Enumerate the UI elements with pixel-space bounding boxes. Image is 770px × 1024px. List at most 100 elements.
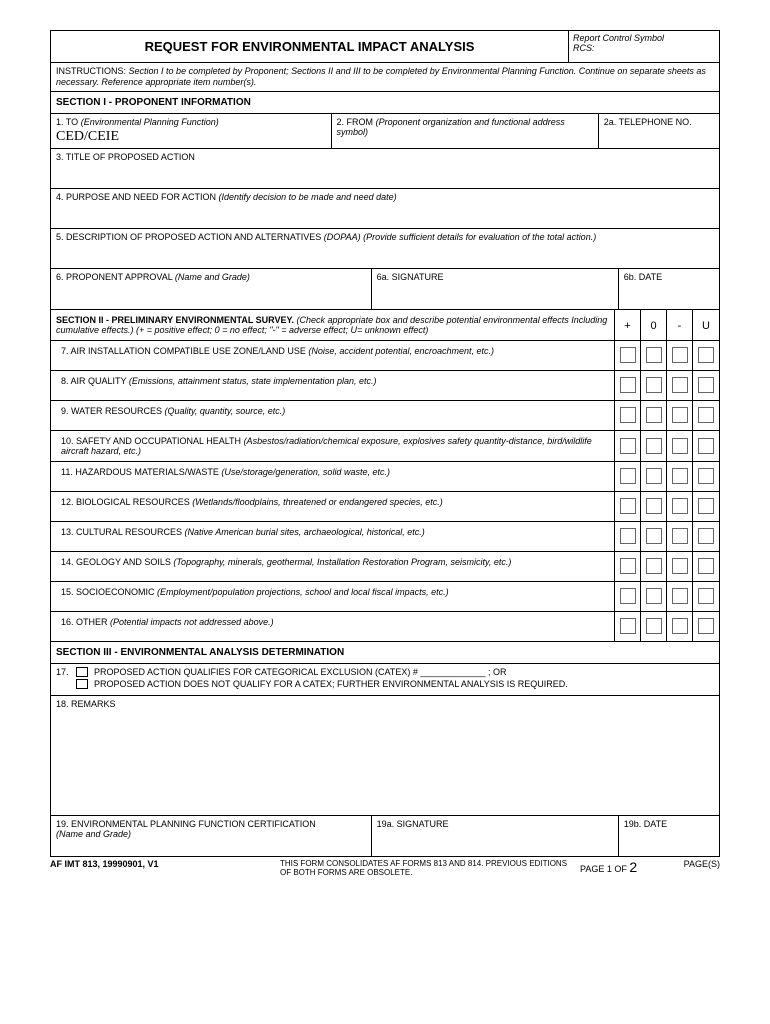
checkbox-cell — [667, 612, 693, 641]
checkbox[interactable] — [672, 468, 688, 484]
survey-ital: (Employment/population projections, scho… — [157, 587, 449, 597]
consolidation-note: THIS FORM CONSOLIDATES AF FORMS 813 AND … — [280, 859, 580, 877]
checkbox[interactable] — [672, 377, 688, 393]
col-plus: + — [615, 310, 641, 340]
field-signature-6a[interactable]: 6a. SIGNATURE — [372, 269, 619, 309]
checkbox[interactable] — [620, 407, 636, 423]
checkbox[interactable] — [646, 468, 662, 484]
field-to[interactable]: 1. TO (Environmental Planning Function) … — [51, 114, 332, 148]
checkbox[interactable] — [646, 498, 662, 514]
checkbox[interactable] — [620, 498, 636, 514]
checkbox[interactable] — [698, 618, 714, 634]
survey-text: 14. GEOLOGY AND SOILS (Topography, miner… — [51, 552, 615, 581]
checkbox-cell — [693, 492, 719, 521]
survey-ital: (Potential impacts not addressed above.) — [110, 617, 274, 627]
desc-ital: (DOPAA) (Provide sufficient details for … — [324, 232, 596, 242]
field-from[interactable]: 2. FROM (Proponent organization and func… — [332, 114, 599, 148]
field-telephone[interactable]: 2a. TELEPHONE NO. — [599, 114, 719, 148]
page-indicator: PAGE 1 OF 2 — [580, 859, 670, 875]
to-value: CED/CEIE — [56, 129, 326, 145]
checkbox[interactable] — [698, 438, 714, 454]
checkbox[interactable] — [672, 528, 688, 544]
checkbox[interactable] — [646, 528, 662, 544]
field-date-19b[interactable]: 19b. DATE — [619, 816, 719, 856]
checkbox[interactable] — [698, 468, 714, 484]
checkbox[interactable] — [646, 558, 662, 574]
checkbox[interactable] — [620, 377, 636, 393]
date19-label: 19b. DATE — [624, 819, 667, 829]
checkbox[interactable] — [698, 407, 714, 423]
survey-row: 16. OTHER (Potential impacts not address… — [51, 612, 719, 642]
checkbox[interactable] — [672, 407, 688, 423]
checkbox-cell — [615, 612, 641, 641]
approval-ital: (Name and Grade) — [175, 272, 250, 282]
checkbox-cell — [641, 341, 667, 370]
survey-num: 7. — [61, 346, 71, 356]
checkbox-catex-yes[interactable] — [76, 667, 88, 677]
field-approval[interactable]: 6. PROPONENT APPROVAL (Name and Grade) — [51, 269, 372, 309]
survey-ital: (Wetlands/floodplains, threatened or end… — [192, 497, 443, 507]
checkbox[interactable] — [620, 588, 636, 604]
checkbox[interactable] — [698, 498, 714, 514]
purpose-label: 4. PURPOSE AND NEED FOR ACTION — [56, 192, 216, 202]
rcs-prefix: RCS: — [573, 43, 715, 53]
form-id: AF IMT 813, 19990901, V1 — [50, 859, 280, 869]
survey-ital: (Native American burial sites, archaeolo… — [185, 527, 425, 537]
survey-text: 11. HAZARDOUS MATERIALS/WASTE (Use/stora… — [51, 462, 615, 491]
field-date-6b[interactable]: 6b. DATE — [619, 269, 719, 309]
checkbox[interactable] — [646, 347, 662, 363]
checkbox[interactable] — [672, 588, 688, 604]
checkbox[interactable] — [698, 528, 714, 544]
checkbox[interactable] — [620, 528, 636, 544]
checkbox[interactable] — [620, 347, 636, 363]
survey-num: 13. — [61, 527, 76, 537]
checkbox[interactable] — [620, 438, 636, 454]
col-u: U — [693, 310, 719, 340]
field-signature-19a[interactable]: 19a. SIGNATURE — [372, 816, 619, 856]
checkbox[interactable] — [620, 468, 636, 484]
checkbox[interactable] — [620, 618, 636, 634]
title-label: 3. TITLE OF PROPOSED ACTION — [56, 152, 195, 162]
checkbox-cell — [641, 371, 667, 400]
survey-row: 14. GEOLOGY AND SOILS (Topography, miner… — [51, 552, 719, 582]
checkbox-cell — [641, 582, 667, 611]
survey-num: 12. — [61, 497, 76, 507]
survey-label: GEOLOGY AND SOILS — [76, 557, 173, 567]
field-cert[interactable]: 19. ENVIRONMENTAL PLANNING FUNCTION CERT… — [51, 816, 372, 856]
survey-num: 10. — [61, 436, 76, 446]
checkbox[interactable] — [698, 588, 714, 604]
checkbox[interactable] — [646, 588, 662, 604]
field-remarks[interactable]: 18. REMARKS — [51, 696, 719, 816]
checkbox[interactable] — [672, 558, 688, 574]
checkbox[interactable] — [672, 347, 688, 363]
checkbox[interactable] — [698, 347, 714, 363]
checkbox[interactable] — [620, 558, 636, 574]
checkbox-cell — [641, 462, 667, 491]
checkbox-catex-no[interactable] — [76, 679, 88, 689]
checkbox-cell — [667, 522, 693, 551]
checkbox[interactable] — [672, 498, 688, 514]
checkbox[interactable] — [646, 407, 662, 423]
checkbox[interactable] — [672, 618, 688, 634]
survey-text: 8. AIR QUALITY (Emissions, attainment st… — [51, 371, 615, 400]
checkbox-cell — [615, 552, 641, 581]
col-minus: - — [667, 310, 693, 340]
survey-num: 11. — [61, 467, 75, 477]
instructions: INSTRUCTIONS: Section I to be completed … — [51, 63, 719, 92]
survey-row: 9. WATER RESOURCES (Quality, quantity, s… — [51, 401, 719, 431]
checkbox-cell — [667, 582, 693, 611]
checkbox-cell — [667, 341, 693, 370]
checkbox-cell — [641, 431, 667, 461]
checkbox[interactable] — [698, 377, 714, 393]
field-purpose[interactable]: 4. PURPOSE AND NEED FOR ACTION (Identify… — [51, 189, 719, 229]
checkbox[interactable] — [646, 438, 662, 454]
field-description[interactable]: 5. DESCRIPTION OF PROPOSED ACTION AND AL… — [51, 229, 719, 269]
checkbox[interactable] — [672, 438, 688, 454]
rcs-label: Report Control Symbol — [573, 33, 715, 43]
pages-label: PAGE(S) — [670, 859, 720, 869]
checkbox[interactable] — [646, 377, 662, 393]
checkbox-cell — [693, 401, 719, 430]
checkbox[interactable] — [698, 558, 714, 574]
field-title-action[interactable]: 3. TITLE OF PROPOSED ACTION — [51, 149, 719, 189]
checkbox[interactable] — [646, 618, 662, 634]
